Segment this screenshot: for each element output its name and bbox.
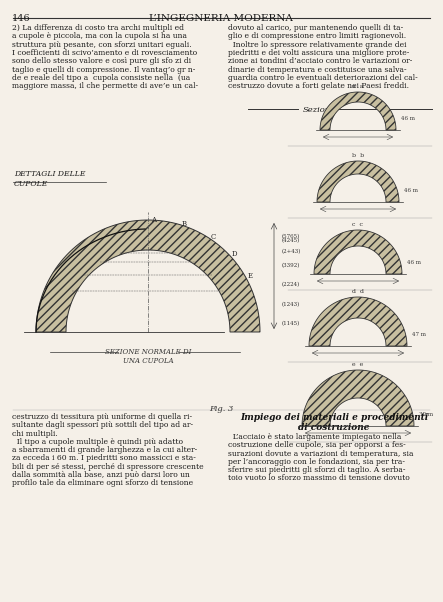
Text: a  a: a a [352,84,364,89]
Text: cestruzzo di tessitura più uniforme di quella ri-: cestruzzo di tessitura più uniforme di q… [12,413,192,421]
Text: glio e di compressione entro limiti ragionevoli.: glio e di compressione entro limiti ragi… [228,33,406,40]
Text: SEZIONE NORMALE DI: SEZIONE NORMALE DI [105,348,191,356]
Text: a cupole è piccola, ma con la cupola si ha una: a cupole è piccola, ma con la cupola si … [12,33,187,40]
Polygon shape [320,92,396,130]
Text: dovuto al carico, pur mantenendo quelli di ta-: dovuto al carico, pur mantenendo quelli … [228,24,403,32]
Text: (4245): (4245) [282,238,300,243]
Text: profilo tale da eliminare ogni sforzo di tensione: profilo tale da eliminare ogni sforzo di… [12,479,193,488]
Text: Inoltre lo spressore relativamente grande dei: Inoltre lo spressore relativamente grand… [228,40,407,49]
Text: 2) La differenza di costo tra archi multipli ed: 2) La differenza di costo tra archi mult… [12,24,184,32]
Text: taglio e quelli di compressione. Il vantag’o gr n-: taglio e quelli di compressione. Il vant… [12,66,195,73]
Text: chi multipli.: chi multipli. [12,430,58,438]
Text: Il tipo a cupole multiple è quindi più adatto: Il tipo a cupole multiple è quindi più a… [12,438,183,446]
Text: de e reale del tipo a  cupola consiste nella  (ua: de e reale del tipo a cupola consiste ne… [12,74,190,82]
Text: cestruzzo dovute a forti gelate nei Paesi freddi.: cestruzzo dovute a forti gelate nei Paes… [228,82,409,90]
Polygon shape [317,161,399,202]
Text: struttura più pesante, con sforzi unitari eguali.: struttura più pesante, con sforzi unitar… [12,40,192,49]
Text: 46 m: 46 m [401,116,415,121]
Text: D: D [232,250,237,258]
Text: (1243): (1243) [282,302,300,307]
Text: 46 m: 46 m [404,188,418,193]
Text: c  c: c c [353,222,364,227]
Text: b  b: b b [352,153,364,158]
Text: (3392): (3392) [282,263,300,268]
Text: 146: 146 [12,14,31,23]
Text: toio vuoto lo sforzo massimo di tensione dovuto: toio vuoto lo sforzo massimo di tensione… [228,474,410,482]
Text: UNA CUPOLA: UNA CUPOLA [123,357,173,365]
Text: L’acciaio è stato largamente impiegato nella: L’acciaio è stato largamente impiegato n… [228,433,401,441]
Text: A: A [151,216,156,224]
Text: Sezioni: Sezioni [303,106,334,114]
Text: piedritti e dei volti assicura una migliore prote-: piedritti e dei volti assicura una migli… [228,49,409,57]
Text: 46 m: 46 m [407,260,421,265]
Polygon shape [309,297,407,346]
Text: costruzione delle cupole, sia per opporsi a fes-: costruzione delle cupole, sia per oppors… [228,441,406,449]
Text: Fig. 3: Fig. 3 [209,405,233,413]
Text: (1145): (1145) [282,321,300,326]
Text: B: B [182,220,187,228]
Text: E: E [248,272,253,280]
Text: bili di per sé stessi, perché di spressore crescente: bili di per sé stessi, perché di spresso… [12,463,204,471]
Text: sono dello stesso valore e così pure gli sfo zi di: sono dello stesso valore e così pure gli… [12,57,191,65]
Text: Impiego dei materiali e procedimenti: Impiego dei materiali e procedimenti [240,413,428,422]
Text: DETTAGLI DELLE: DETTAGLI DELLE [14,170,85,178]
Text: d  d: d d [352,289,364,294]
Text: C: C [210,233,216,241]
Text: (2+43): (2+43) [282,249,301,254]
Polygon shape [314,230,402,274]
Text: dalla sommità alla base, anzi può darsi loro un: dalla sommità alla base, anzi può darsi … [12,471,190,479]
Polygon shape [36,220,260,332]
Polygon shape [302,370,414,426]
Text: guardia contro le eventuali deteriorazioni del cal-: guardia contro le eventuali deteriorazio… [228,74,418,82]
Text: L’INGEGNERIA MODERNA: L’INGEGNERIA MODERNA [149,14,293,23]
Text: surazioni dovute a variazioni di temperatura, sia: surazioni dovute a variazioni di tempera… [228,450,413,458]
Text: (5765): (5765) [282,234,300,240]
Text: CUPOLE: CUPOLE [14,180,48,188]
Text: 39 m: 39 m [419,412,433,417]
Text: sultante dagli spessori più sottili del tipo ad ar-: sultante dagli spessori più sottili del … [12,421,193,429]
Text: e  e: e e [352,362,364,367]
Text: per l’ancoraggio con le fondazioni, sia per tra-: per l’ancoraggio con le fondazioni, sia … [228,458,405,466]
Text: za ecceda i 60 m. I piedritti sono massicci e sta-: za ecceda i 60 m. I piedritti sono massi… [12,455,196,462]
Text: (2224): (2224) [282,282,300,287]
Text: I coefficienti di scivo’amento e di rovesciamento: I coefficienti di scivo’amento e di rove… [12,49,197,57]
Text: di costruzione: di costruzione [298,423,370,432]
Text: dinarie di temperatura e costituisce una salva-: dinarie di temperatura e costituisce una… [228,66,407,73]
Text: 47 m: 47 m [412,332,426,337]
Text: maggiore massa, il che permette di ave’e un cal-: maggiore massa, il che permette di ave’e… [12,82,198,90]
Text: a sbarramenti di grande larghezza e la cui alter-: a sbarramenti di grande larghezza e la c… [12,446,197,454]
Text: zione ai tondini d’acciaio contro le variazioni or-: zione ai tondini d’acciaio contro le var… [228,57,412,65]
Text: sferire sui piedritti gli sforzi di taglio. A serba-: sferire sui piedritti gli sforzi di tagl… [228,466,405,474]
